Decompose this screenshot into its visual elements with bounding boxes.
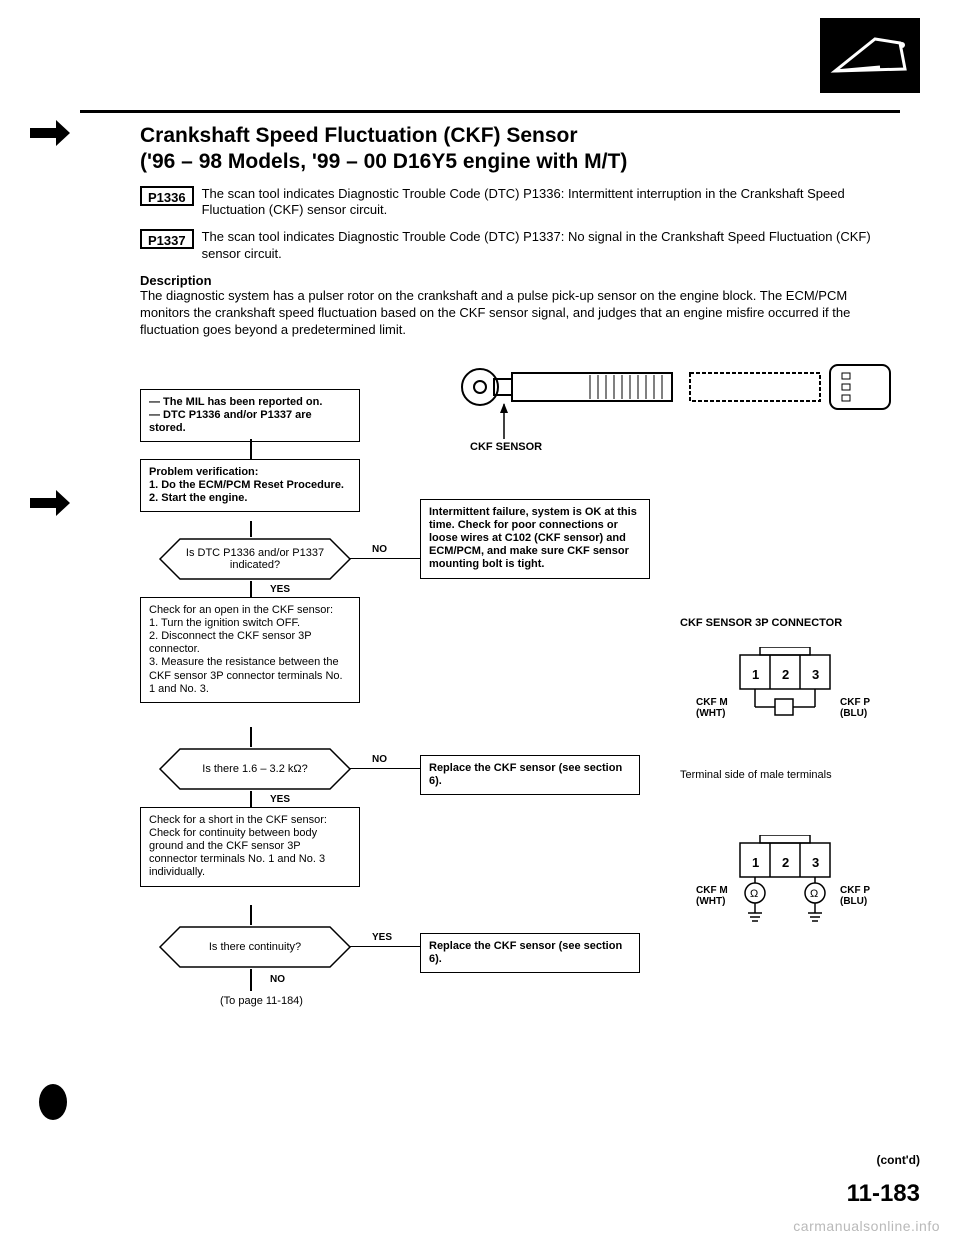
watermark: carmanualsonline.info (793, 1218, 940, 1234)
flow-intermittent-box: Intermittent failure, system is OK at th… (420, 499, 650, 579)
svg-text:3: 3 (812, 855, 819, 870)
yes-label: YES (270, 584, 290, 595)
connector-diagram-1: 1 2 3 CKF M (WHT) CKF P (BLU) (700, 647, 870, 737)
svg-text:Ω: Ω (750, 888, 758, 900)
svg-text:2: 2 (782, 855, 789, 870)
flow-verify-box: Problem verification: 1. Do the ECM/PCM … (140, 459, 360, 513)
svg-text:Ω: Ω (810, 888, 818, 900)
dtc-p1336-row: P1336 The scan tool indicates Diagnostic… (140, 186, 900, 220)
divider (80, 110, 900, 113)
yes-label: YES (372, 932, 392, 943)
ckfm-label: CKF M (WHT) (696, 885, 728, 907)
dtc-p1337-row: P1337 The scan tool indicates Diagnostic… (140, 229, 900, 263)
flow-decision-3: Is there continuity? (140, 925, 370, 969)
page-number: 11-183 (847, 1180, 920, 1208)
description-heading: Description (140, 273, 900, 288)
connector-title: CKF SENSOR 3P CONNECTOR (680, 617, 842, 629)
page-title: Crankshaft Speed Fluctuation (CKF) Senso… (140, 123, 900, 176)
flow-replace-2-box: Replace the CKF sensor (see section 6). (420, 933, 640, 973)
page: Crankshaft Speed Fluctuation (CKF) Senso… (0, 0, 960, 1242)
no-label: NO (270, 974, 285, 985)
ckfm-label: CKF M (WHT) (696, 697, 728, 719)
description-body: The diagnostic system has a pulser rotor… (140, 288, 900, 339)
flow-check-open-box: Check for an open in the CKF sensor: 1. … (140, 597, 360, 703)
flow-replace-1-box: Replace the CKF sensor (see section 6). (420, 755, 640, 795)
to-page-ref: (To page 11-184) (220, 995, 303, 1007)
dtc-text: The scan tool indicates Diagnostic Troub… (202, 186, 900, 220)
terminal-side-note: Terminal side of male terminals (680, 769, 832, 781)
ckfp-label: CKF P (BLU) (840, 697, 870, 719)
contd-label: (cont'd) (876, 1153, 920, 1167)
svg-text:2: 2 (782, 667, 789, 682)
flowchart: CKF SENSOR — The MIL has been reported o… (140, 359, 900, 1139)
dtc-text: The scan tool indicates Diagnostic Troub… (202, 229, 900, 263)
title-line-2: ('96 – 98 Models, '99 – 00 D16Y5 engine … (140, 149, 900, 175)
ink-blob-icon (36, 1080, 70, 1127)
svg-text:1: 1 (752, 667, 759, 682)
ckfp-label: CKF P (BLU) (840, 885, 870, 907)
no-label: NO (372, 754, 387, 765)
ckf-sensor-diagram (450, 359, 960, 449)
section-arrow-icon (28, 485, 72, 527)
flow-check-short-box: Check for a short in the CKF sensor: Che… (140, 807, 360, 887)
section-arrow-icon (28, 115, 72, 157)
connector-diagram-2: 1 2 3 Ω Ω CKF M (WHT) CKF P (BLU (700, 835, 870, 940)
title-line-1: Crankshaft Speed Fluctuation (CKF) Senso… (140, 123, 900, 149)
yes-label: YES (270, 794, 290, 805)
svg-text:1: 1 (752, 855, 759, 870)
flow-decision-1: Is DTC P1336 and/or P1337 indicated? (140, 537, 370, 581)
manual-logo (820, 18, 920, 93)
flow-decision-2: Is there 1.6 – 3.2 kΩ? (140, 747, 370, 791)
ckf-sensor-caption: CKF SENSOR (470, 441, 542, 453)
svg-text:3: 3 (812, 667, 819, 682)
dtc-code-box: P1336 (140, 186, 194, 206)
dtc-code-box: P1337 (140, 229, 194, 249)
no-label: NO (372, 544, 387, 555)
flow-start-box: — The MIL has been reported on. — DTC P1… (140, 389, 360, 443)
